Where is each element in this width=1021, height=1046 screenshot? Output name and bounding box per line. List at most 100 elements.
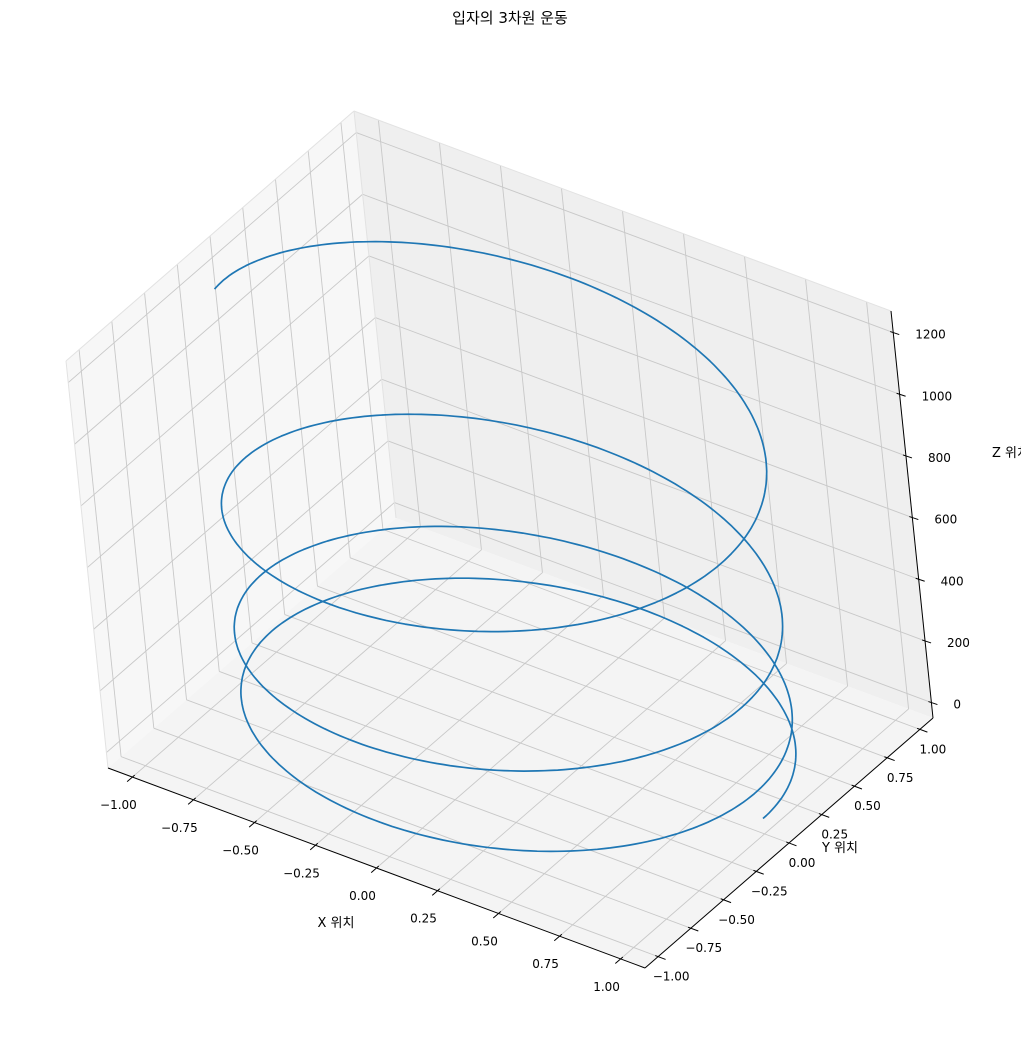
x-tick-label: 1.00 (593, 980, 620, 994)
grid-line-z-back (375, 317, 913, 519)
grid-line-y-left (307, 150, 351, 558)
x-tick (370, 865, 380, 873)
grid-line-z-left (74, 193, 363, 445)
grid-line-z-back (387, 440, 926, 642)
x-tick-label: −1.00 (100, 798, 137, 812)
grid-line-z-back (356, 132, 894, 334)
z-axis-label: Z 위치 (992, 446, 1021, 461)
y-axis-label: Y 위치 (821, 841, 858, 856)
grid-line-x-back (377, 120, 421, 528)
grid-line-x-back (500, 165, 543, 573)
grid-line-y-left (209, 235, 253, 644)
z-tick (902, 454, 913, 459)
x-tick (248, 820, 258, 828)
x-tick-label: 0.25 (410, 912, 437, 926)
y-tick (818, 813, 830, 818)
z-tick-label: 200 (947, 636, 970, 650)
y-tick-label: 0.25 (821, 828, 848, 842)
grid-line-z-left (87, 317, 376, 568)
series-layer (213, 240, 797, 853)
pane-edge (65, 110, 355, 362)
grid-line-y-floor (284, 614, 822, 816)
y-tick-label: −1.00 (653, 970, 690, 984)
grid-line-y-left (340, 122, 384, 530)
grid-line-y-floor (186, 699, 724, 901)
y-tick-label: 1.00 (920, 742, 947, 756)
grid-line-z-left (99, 440, 389, 692)
grid-line-x-back (683, 233, 726, 641)
x-tick-label: −0.50 (222, 844, 259, 858)
y-tick (916, 727, 928, 733)
grid-line-z-left (106, 502, 395, 753)
z-tick-label: 400 (941, 574, 964, 588)
grid-line-y-left (242, 207, 286, 615)
y-tick-label: 0.75 (887, 771, 914, 785)
x-tick-label: 0.50 (471, 934, 498, 948)
grid-line-z-left (80, 255, 370, 507)
grid-line-x-back (622, 210, 665, 619)
x-tick-label: 0.00 (349, 889, 376, 903)
tick-marks (126, 331, 938, 964)
z-tick (915, 577, 925, 582)
grid-line-y-left (78, 349, 122, 757)
grid-line-y-floor (251, 642, 790, 844)
y-tick (753, 869, 764, 875)
x-tick-label: 0.75 (532, 957, 559, 971)
z-tick-label: 600 (934, 513, 957, 527)
z-tick-label: 800 (928, 451, 951, 465)
grid-line-x-back (438, 142, 482, 550)
z-tick-label: 1000 (922, 389, 953, 403)
grid-line-y-left (275, 179, 318, 587)
x-tick (553, 933, 563, 942)
y-tick (655, 955, 666, 960)
z-tick (909, 516, 919, 521)
x-tick-label: −0.25 (283, 866, 320, 880)
x-tick (492, 911, 502, 919)
y-tick (851, 784, 863, 790)
y-tick (884, 756, 895, 762)
z-tick-label: 1200 (915, 328, 946, 342)
grid-line-z-back (381, 378, 919, 580)
y-tick-label: 0.50 (854, 799, 881, 813)
grid-lines (67, 120, 932, 960)
pane-edge (353, 110, 397, 519)
grid-line-y-floor (153, 727, 691, 929)
grid-line-z-back (394, 502, 932, 704)
x-axis-label: X 위치 (318, 916, 355, 931)
y-tick-label: −0.25 (751, 884, 788, 898)
y-tick-label: 0.00 (789, 856, 816, 870)
x-tick (309, 842, 319, 851)
axes-panes (66, 111, 933, 968)
grid-line-y-left (111, 321, 155, 729)
x-tick (187, 797, 197, 805)
z-tick (896, 392, 906, 397)
grid-line-y-floor (350, 557, 888, 759)
series-line (213, 240, 797, 853)
grid-line-y-floor (219, 670, 757, 872)
grid-line-z-back (362, 193, 900, 395)
y-tick (720, 898, 732, 904)
grid-line-y-left (176, 264, 220, 672)
grid-line-y-left (144, 292, 187, 700)
x-tick (431, 888, 441, 896)
grid-line-y-floor (120, 756, 659, 958)
pane-edge (353, 110, 892, 312)
grid-line-x-back (561, 188, 604, 596)
chart-title: 입자의 3차원 운동 (452, 9, 568, 27)
x-tick (614, 956, 624, 964)
y-tick-label: −0.75 (685, 941, 722, 955)
pane-edge (65, 360, 109, 769)
grid-line-x-back (805, 279, 849, 687)
grid-line-y-floor (382, 528, 921, 730)
grid-line-z-back (368, 255, 907, 457)
z-tick-label: 0 (953, 698, 961, 712)
z-tick (921, 639, 932, 644)
x-tick-label: −0.75 (161, 821, 198, 835)
tick-labels: −1.00−0.75−0.50−0.250.000.250.500.751.00… (100, 328, 970, 994)
y-tick-label: −0.50 (718, 913, 755, 927)
x-tick (126, 774, 136, 783)
grid-line-x-back (866, 301, 910, 709)
grid-line-z-left (67, 132, 357, 383)
